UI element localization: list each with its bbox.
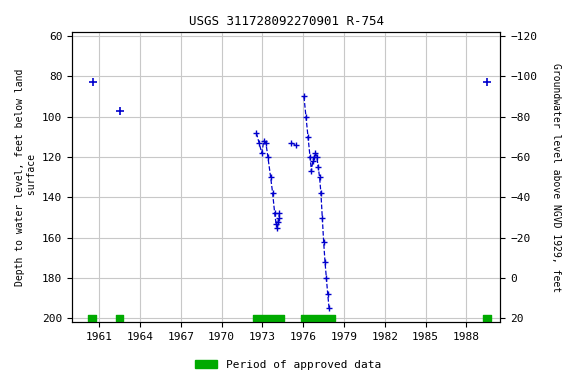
Title: USGS 311728092270901 R-754: USGS 311728092270901 R-754 bbox=[189, 15, 384, 28]
Y-axis label: Groundwater level above NGVD 1929, feet: Groundwater level above NGVD 1929, feet bbox=[551, 63, 561, 292]
Legend: Period of approved data: Period of approved data bbox=[191, 356, 385, 375]
Y-axis label: Depth to water level, feet below land
 surface: Depth to water level, feet below land su… bbox=[15, 68, 37, 286]
